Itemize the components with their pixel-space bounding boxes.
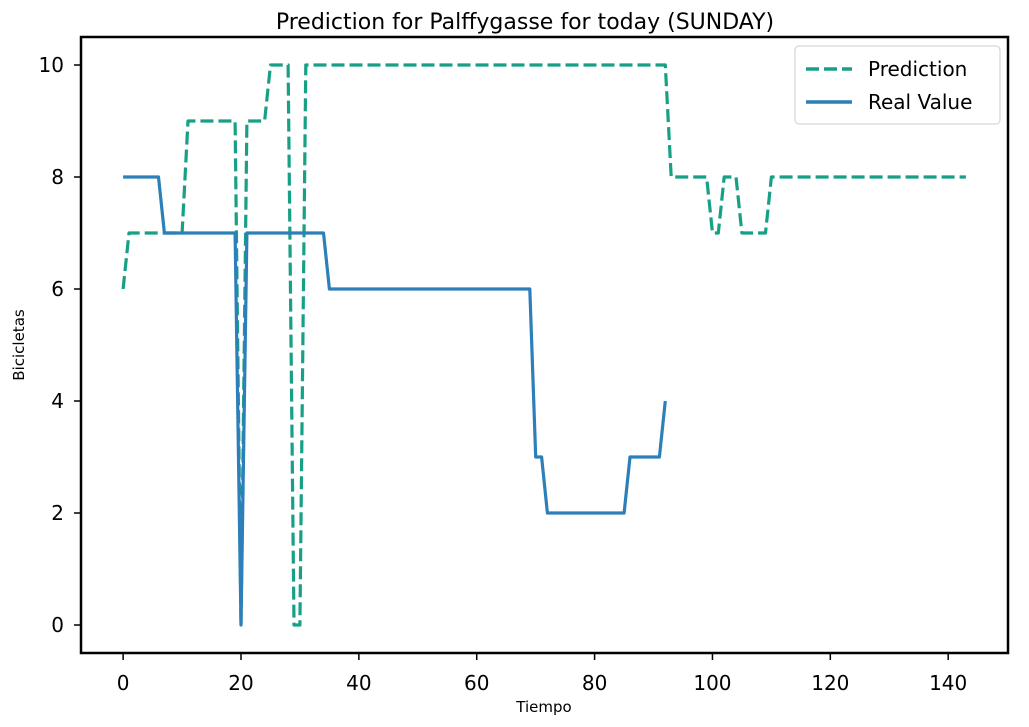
x-tick-label: 40	[346, 671, 371, 695]
chart-title: Prediction for Palffygasse for today (SU…	[276, 10, 774, 35]
y-tick-label: 0	[51, 613, 64, 637]
y-tick-label: 6	[51, 277, 64, 301]
legend-prediction-label: Prediction	[868, 57, 967, 81]
legend-box	[794, 45, 1001, 125]
legend: Prediction Real Value	[794, 45, 1001, 125]
x-tick-label: 100	[693, 671, 731, 695]
legend-real-label: Real Value	[868, 90, 972, 114]
x-tick-label: 80	[582, 671, 607, 695]
x-axis-ticks: 0 20 40 60 80 100 120 140	[117, 653, 967, 695]
y-tick-label: 4	[51, 389, 64, 413]
y-tick-label: 2	[51, 501, 64, 525]
x-tick-label: 20	[228, 671, 253, 695]
series-line-real-value	[123, 175, 667, 627]
x-tick-label: 120	[811, 671, 849, 695]
x-tick-label: 0	[117, 671, 130, 695]
y-axis-label: Bicicletas	[10, 309, 28, 381]
series-line-prediction	[121, 63, 966, 627]
plot-frame	[79, 35, 1010, 655]
series-layer	[121, 63, 966, 627]
x-tick-label: 60	[464, 671, 489, 695]
x-axis-label: Tiempo	[515, 698, 571, 716]
y-tick-label: 8	[51, 165, 64, 189]
y-axis-ticks: 0 2 4 6 8 10	[39, 53, 81, 637]
y-tick-label: 10	[39, 53, 64, 77]
x-tick-label: 140	[929, 671, 967, 695]
